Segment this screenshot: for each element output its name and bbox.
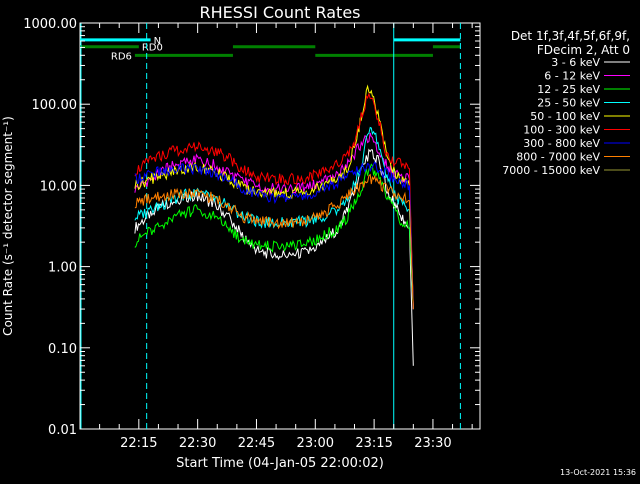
y-axis-label: Count Rate (s⁻¹ detector segment⁻¹): [1, 116, 15, 336]
segment-label: N: [154, 36, 161, 47]
series-line: [134, 84, 414, 310]
series-line: [134, 161, 414, 310]
legend-label: 100 - 300 keV: [523, 124, 600, 137]
legend-label: 12 - 25 keV: [537, 83, 600, 96]
x-tick-label: 22:45: [238, 436, 275, 451]
legend-label: 7000 - 15000 keV: [502, 164, 600, 177]
y-tick-label: 10.00: [40, 179, 77, 194]
series-lines: [134, 84, 414, 366]
y-tick-label: 1000.00: [23, 17, 77, 32]
chart-title: RHESSI Count Rates: [200, 3, 361, 22]
footer-timestamp: 13-Oct-2021 15:36: [560, 468, 636, 477]
y-tick-label: 1.00: [48, 261, 77, 276]
x-tick-label: 22:15: [120, 436, 157, 451]
segment-label: RD6: [111, 51, 132, 62]
legend-label: 800 - 7000 keV: [516, 151, 600, 164]
legend-label: 50 - 100 keV: [530, 110, 600, 123]
legend-label: 6 - 12 keV: [544, 70, 600, 83]
x-tick-label: 22:30: [179, 436, 216, 451]
y-axis: 0.01 0.10 1.00 10.00 100.00 1000.00: [23, 17, 480, 438]
x-tick-label: 23:15: [355, 436, 392, 451]
series-line: [134, 92, 414, 310]
legend-header: FDecim 2, Att 0: [537, 43, 630, 57]
plot-frame: [79, 22, 481, 430]
legend: Det 1f,3f,4f,5f,6f,9f,FDecim 2, Att 03 -…: [502, 29, 630, 177]
legend-label: 25 - 50 keV: [537, 97, 600, 110]
y-tick-label: 100.00: [32, 98, 78, 113]
x-tick-label: 23:00: [297, 436, 334, 451]
x-axis-label: Start Time (04-Jan-05 22:00:02): [176, 456, 384, 471]
y-tick-label: 0.01: [48, 423, 77, 438]
series-line: [134, 173, 414, 310]
legend-header: Det 1f,3f,4f,5f,6f,9f,: [511, 29, 630, 43]
x-axis: 22:15 22:30 22:45 23:00 23:15 23:30: [99, 23, 473, 451]
vertical-markers: [80, 23, 461, 429]
x-tick-label: 23:30: [414, 436, 451, 451]
legend-label: 300 - 800 keV: [523, 137, 600, 150]
series-line: [134, 163, 414, 310]
legend-label: 3 - 6 keV: [551, 56, 600, 69]
y-tick-label: 0.10: [48, 342, 77, 357]
series-line: [134, 132, 414, 310]
segment-label: RD0: [142, 43, 163, 54]
